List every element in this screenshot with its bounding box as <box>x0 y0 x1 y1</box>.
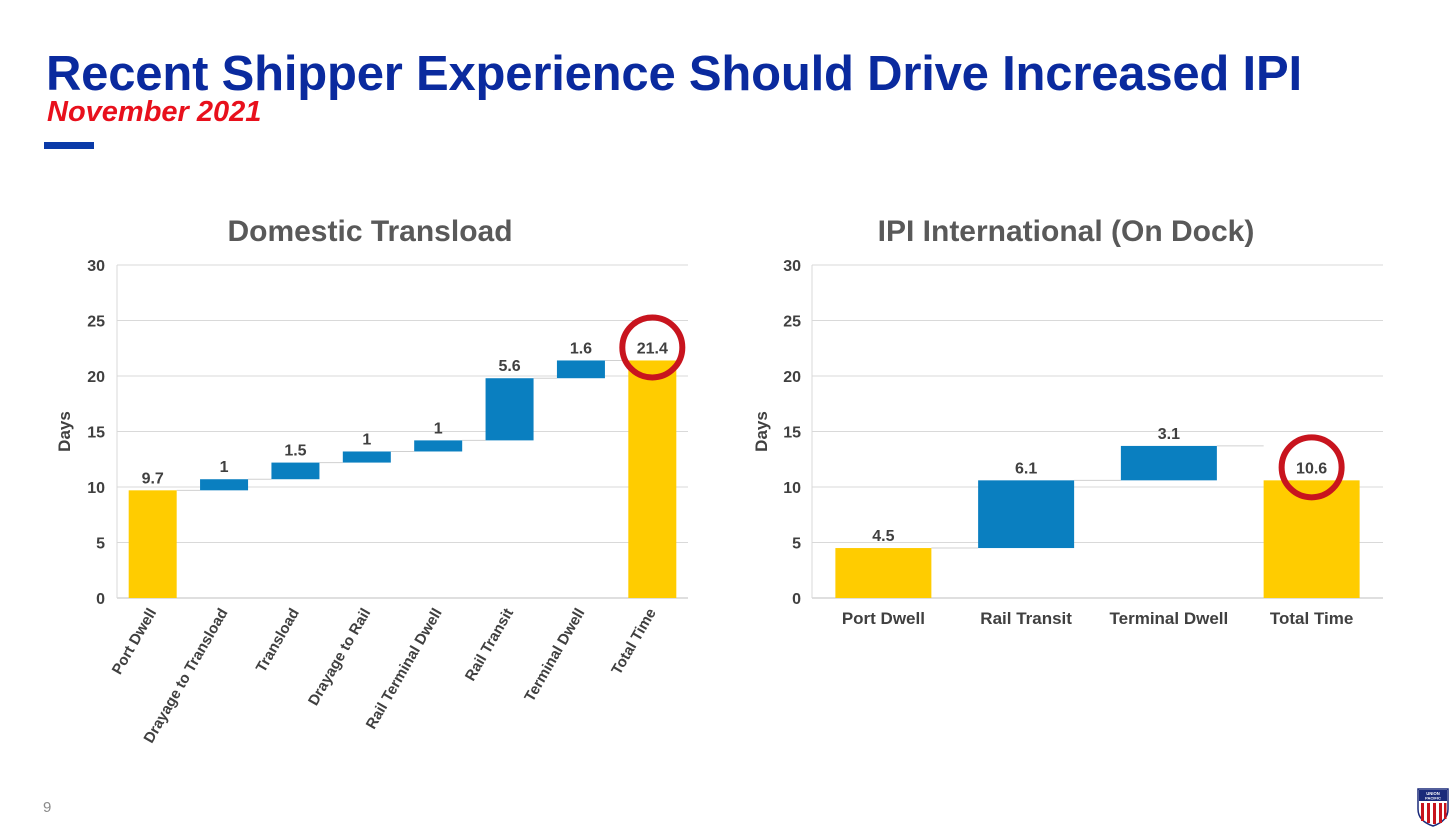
y-tick-label: 20 <box>783 369 801 386</box>
slide-title: Recent Shipper Experience Should Drive I… <box>46 47 1302 101</box>
data-label: 9.7 <box>142 470 164 487</box>
y-axis-label: Days <box>55 411 74 452</box>
data-label: 21.4 <box>637 340 668 357</box>
y-tick-label: 5 <box>792 536 801 553</box>
highlight-circle <box>1278 434 1345 501</box>
bar-rail-transit <box>978 480 1075 549</box>
data-label: 4.5 <box>872 528 894 545</box>
data-label: 5.6 <box>498 358 520 375</box>
union-pacific-logo-icon: UNION PACIFIC <box>1417 788 1449 827</box>
data-label: 1 <box>362 431 371 448</box>
y-tick-label: 30 <box>783 258 801 275</box>
chart-title: IPI International (On Dock) <box>878 215 1255 248</box>
bar-transload <box>271 462 320 480</box>
y-tick-label: 5 <box>96 536 105 553</box>
data-label: 1 <box>220 459 229 476</box>
data-label: 6.1 <box>1015 460 1037 477</box>
bar-terminal-dwell <box>1120 445 1217 481</box>
y-tick-label: 30 <box>87 258 105 275</box>
page-number: 9 <box>43 799 52 816</box>
logo-text-top: UNION <box>1426 791 1440 796</box>
y-tick-label: 10 <box>87 480 105 497</box>
bar-drayage-to-transload <box>200 479 249 491</box>
title-accent-bar <box>44 142 94 149</box>
data-label: 1 <box>434 420 443 437</box>
ipi-international-chart: IPI International (On Dock) 0 5 10 15 20 25 30 D… <box>752 215 1383 628</box>
bar-port-dwell <box>835 548 932 598</box>
chart-title: Domestic Transload <box>227 215 512 248</box>
y-tick-label: 0 <box>792 591 801 608</box>
bar-drayage-to-rail <box>342 451 391 463</box>
y-tick-label: 25 <box>87 314 105 331</box>
y-tick-label: 20 <box>87 369 105 386</box>
slide-subtitle: November 2021 <box>47 96 262 128</box>
bar-port-dwell <box>128 490 177 598</box>
data-label: 1.5 <box>284 443 306 460</box>
bar-terminal-dwell <box>556 360 605 379</box>
highlight-circle <box>619 314 686 381</box>
bar-total-time <box>628 360 677 598</box>
y-axis-label: Days <box>752 411 771 452</box>
y-tick-label: 25 <box>783 314 801 331</box>
y-tick-label: 15 <box>87 425 105 442</box>
y-tick-label: 0 <box>96 591 105 608</box>
bar-rail-transit <box>485 378 534 441</box>
data-label: 1.6 <box>570 340 592 357</box>
domestic-transload-chart: Domestic Transload051015202530Days9.7Por… <box>55 215 688 746</box>
category-label: Terminal Dwell <box>1110 609 1229 628</box>
y-tick-label: 10 <box>783 480 801 497</box>
category-label: Rail Transit <box>980 609 1072 628</box>
data-label: 10.6 <box>1296 460 1327 477</box>
y-tick-label: 15 <box>783 425 801 442</box>
logo-text-bottom: PACIFIC <box>1425 796 1441 801</box>
category-label: Total Time <box>1270 609 1353 628</box>
data-label: 3.1 <box>1158 426 1180 443</box>
bar-rail-terminal-dwell <box>414 440 463 452</box>
category-label: Port Dwell <box>842 609 925 628</box>
